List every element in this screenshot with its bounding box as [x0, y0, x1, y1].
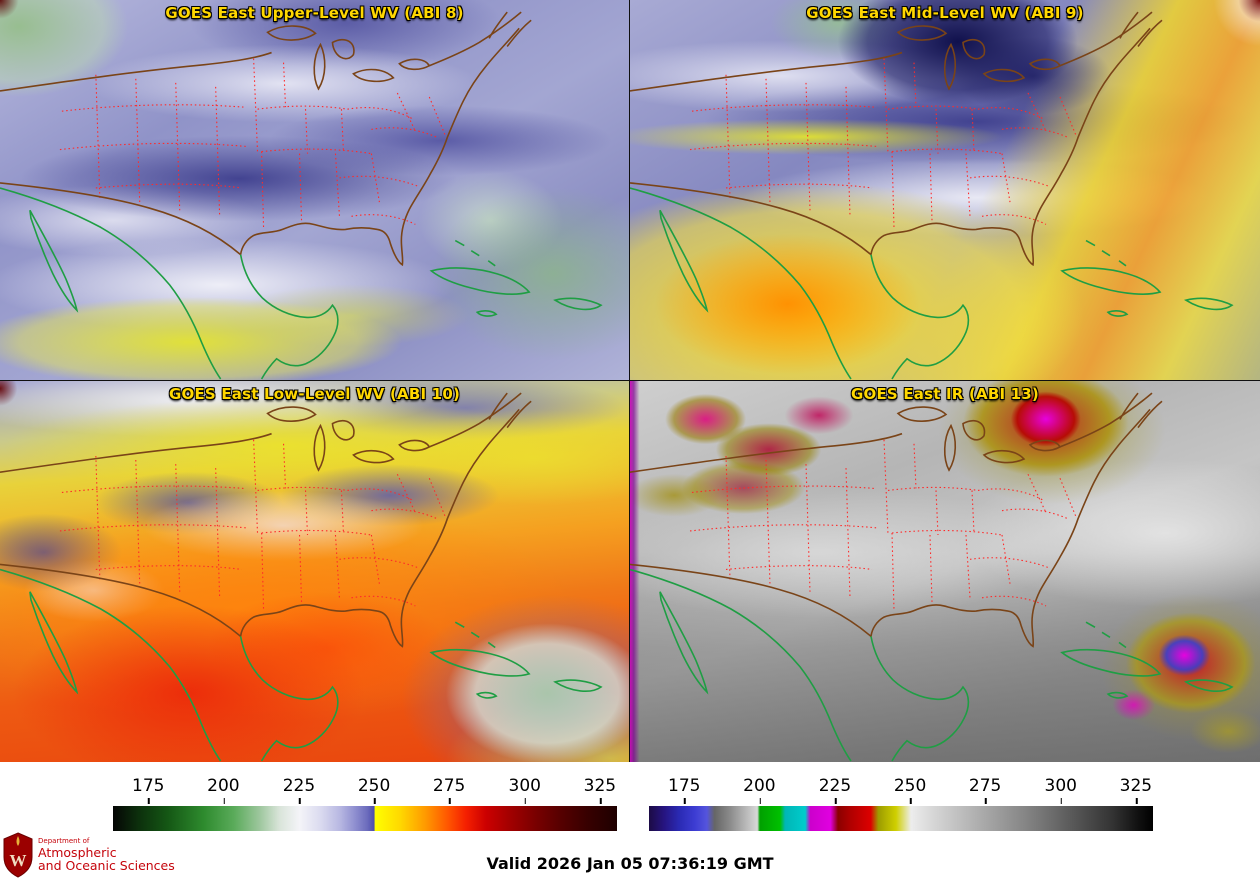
- colorbar-tick: 300: [508, 776, 541, 804]
- colorbar-tick: 250: [357, 776, 391, 804]
- department-line2: and Oceanic Sciences: [38, 857, 175, 873]
- colorbar-tick: 225: [818, 776, 852, 804]
- map-overlay-abi9: [630, 11, 1233, 380]
- satellite-panel-grid: GOES East Upper-Level WV (ABI 8) GOES Ea…: [0, 0, 1260, 762]
- colorbar-tick: 200: [207, 776, 240, 804]
- colorbar-gradient-ir: [649, 806, 1153, 831]
- colorbar-tick: 175: [132, 776, 165, 804]
- panel-upper-level-wv[interactable]: GOES East Upper-Level WV (ABI 8): [0, 0, 630, 381]
- colorbar-ir-ticks: 175 200 225 250 275 300 325: [649, 776, 1153, 806]
- map-overlay-abi10: [0, 392, 602, 762]
- colorbar-ir: 175 200 225 250 275 300 325: [649, 776, 1153, 838]
- legend-footer: 175 200 225 250 275 300 325 175 200 225 …: [0, 762, 1260, 881]
- colorbar-tick: 225: [282, 776, 316, 804]
- uw-aos-logo[interactable]: W Department of Atmospheric and Oceanic …: [3, 832, 175, 878]
- panel-title-abi9: GOES East Mid-Level WV (ABI 9): [806, 4, 1084, 22]
- colorbar-wv-ticks: 175 200 225 250 275 300 325: [113, 776, 617, 806]
- colorbar-tick: 325: [583, 776, 617, 804]
- colorbar-gradient-wv: [113, 806, 617, 831]
- panel-low-level-wv[interactable]: GOES East Low-Level WV (ABI 10): [0, 381, 630, 762]
- colorbar-tick: 175: [668, 776, 701, 804]
- colorbar-tick: 275: [968, 776, 1002, 804]
- panel-mid-level-wv[interactable]: GOES East Mid-Level WV (ABI 9): [630, 0, 1260, 381]
- colorbar-tick: 300: [1044, 776, 1077, 804]
- department-prefix: Department of: [38, 837, 90, 846]
- valid-time: Valid 2026 Jan 05 07:36:19 GMT: [486, 854, 774, 873]
- colorbar-tick: 200: [743, 776, 776, 804]
- colorbar-tick: 325: [1119, 776, 1153, 804]
- svg-text:W: W: [10, 851, 27, 870]
- colorbar-tick: 275: [432, 776, 466, 804]
- panel-title-abi13: GOES East IR (ABI 13): [850, 385, 1039, 403]
- map-overlay-abi13: [630, 392, 1233, 762]
- uw-crest-icon: W: [3, 832, 33, 878]
- panel-title-abi10: GOES East Low-Level WV (ABI 10): [168, 385, 461, 403]
- panel-ir[interactable]: GOES East IR (ABI 13): [630, 381, 1260, 762]
- panel-title-abi8: GOES East Upper-Level WV (ABI 8): [165, 4, 464, 22]
- department-name: Department of Atmospheric and Oceanic Sc…: [38, 837, 175, 873]
- colorbar-wv: 175 200 225 250 275 300 325: [113, 776, 617, 838]
- map-overlay-abi8: [0, 11, 602, 380]
- colorbar-tick: 250: [893, 776, 927, 804]
- department-line1: Atmospheric: [38, 844, 117, 860]
